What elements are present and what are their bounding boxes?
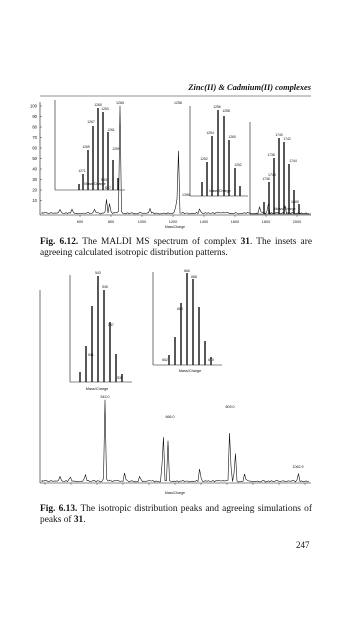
peak-label: 1259	[112, 147, 120, 151]
caption-text: .	[83, 515, 86, 525]
peak-label: 670	[208, 358, 214, 362]
y-tick-label: 40	[32, 167, 37, 172]
caption-label: Fig. 6.13.	[40, 504, 78, 514]
spectrum	[41, 399, 310, 483]
axis-title: Mass/Charge	[165, 491, 185, 495]
peak-label: 1267	[87, 120, 95, 124]
peak-label: 1271	[78, 169, 86, 173]
peak-label: 543.0	[101, 395, 110, 399]
axis-title: Mass/Charge	[209, 189, 230, 193]
y-tick-label: 70	[32, 135, 37, 140]
y-tick-label: 20	[32, 188, 37, 193]
x-tick-label: 1800	[262, 220, 270, 224]
y-tick-label: 50	[32, 156, 37, 161]
page-number: 247	[296, 540, 310, 550]
peak-label: 1261	[107, 128, 115, 132]
x-tick-label: 1000	[138, 220, 146, 224]
peak-label: 666	[184, 269, 190, 273]
x-tick-label: 800	[108, 220, 114, 224]
peak-label: 1062.9	[293, 465, 304, 469]
peak-label: 1736	[262, 177, 270, 181]
axis-title: Mass/Charge	[179, 369, 202, 373]
x-tick-label: 600	[77, 220, 83, 224]
caption-ref: 31	[73, 515, 84, 525]
peak-label: 1256	[174, 101, 182, 105]
peak-label: 1263	[101, 107, 109, 111]
caption-text: The MALDI MS spectrum of complex	[82, 237, 237, 247]
caption-label: Fig. 6.12.	[40, 237, 79, 247]
y-tick-label: 60	[32, 146, 37, 151]
peak-label: 1740	[275, 133, 283, 137]
peak-label: 1738	[267, 153, 275, 157]
peak-label: 664	[177, 307, 183, 311]
peak-label: 1740	[268, 173, 276, 177]
caption-ref: 31	[240, 237, 250, 247]
peak-label: 547	[108, 323, 114, 327]
peak-label: 1258	[222, 109, 230, 113]
peak-label: 593	[101, 178, 107, 182]
peak-label: 1742	[283, 137, 291, 141]
x-tick-label: 1200	[169, 220, 177, 224]
axis-title: Mass/Charge	[165, 225, 185, 229]
x-tick-label: 2000	[293, 220, 301, 224]
peak-label: 541	[88, 353, 94, 357]
y-tick-label: 10	[32, 198, 37, 203]
peak-label: 809.0	[226, 405, 235, 409]
peak-label: 668	[191, 275, 197, 279]
peak-label: 1265	[94, 103, 102, 107]
running-header: Zinc(II) & Cadmium(II) complexes	[188, 83, 311, 92]
peak-label: 1269	[82, 145, 90, 149]
x-tick-label: 1600	[231, 220, 239, 224]
peak-label: 1800	[291, 200, 299, 204]
caption-text: . The insets are agreeing calculated iso…	[40, 237, 312, 258]
peak-label: 666.0	[166, 415, 175, 419]
caption-text: The isotropic distribution peaks and agr…	[40, 504, 312, 525]
axis-title: Mass/Charge	[84, 182, 105, 186]
peak-label: 1744	[289, 159, 297, 163]
y-tick-label: 30	[32, 177, 37, 182]
peak-label: 543	[95, 271, 101, 275]
peak-label: 1265	[116, 101, 124, 105]
axis-title: Mass/Charge	[86, 387, 109, 391]
y-tick-label: 80	[32, 125, 37, 130]
axis-title: Mass/Charge	[274, 207, 295, 211]
peak-label: 539	[117, 376, 123, 380]
peak-label: 1260	[228, 135, 236, 139]
peak-label: 545	[102, 285, 108, 289]
peak-label: 1262	[234, 163, 242, 167]
caption-1: Fig. 6.12. The MALDI MS spectrum of comp…	[40, 237, 312, 259]
peak-label: 1254	[206, 131, 214, 135]
peak-label: 1256	[213, 105, 221, 109]
y-tick-label: 90	[32, 114, 37, 119]
peak-label: 1252	[200, 157, 208, 161]
peak-label: 1396	[182, 193, 190, 197]
x-tick-label: 1400	[200, 220, 208, 224]
caption-2: Fig. 6.13. The isotropic distribution pe…	[40, 504, 312, 526]
y-tick-label: 100	[30, 104, 38, 109]
peak-label: 662	[162, 358, 168, 362]
